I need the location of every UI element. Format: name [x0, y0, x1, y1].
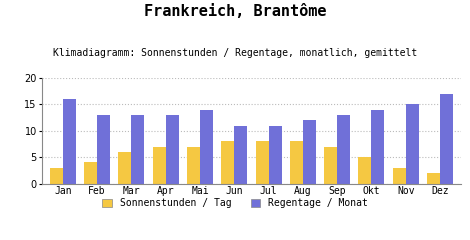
Text: Klimadiagramm: Sonnenstunden / Regentage, monatlich, gemittelt: Klimadiagramm: Sonnenstunden / Regentage… [53, 48, 417, 58]
Bar [84, 162, 97, 184]
Bar [50, 168, 63, 184]
Bar [200, 110, 213, 184]
Bar [371, 110, 384, 184]
Bar [97, 115, 110, 184]
Bar [337, 115, 350, 184]
Legend: Sonnenstunden / Tag, Regentage / Monat: Sonnenstunden / Tag, Regentage / Monat [98, 195, 372, 212]
Bar [235, 126, 247, 184]
Text: Copyright (C) 2010 sonnenlaender.de: Copyright (C) 2010 sonnenlaender.de [141, 225, 329, 234]
Bar [440, 94, 453, 184]
Bar [153, 147, 166, 184]
Bar [406, 104, 419, 184]
Bar [187, 147, 200, 184]
Bar [303, 120, 316, 184]
Bar [63, 99, 76, 184]
Bar [132, 115, 144, 184]
Bar [393, 168, 406, 184]
Bar [256, 141, 268, 184]
Bar [290, 141, 303, 184]
Text: Frankreich, Brantôme: Frankreich, Brantôme [144, 4, 326, 19]
Bar [268, 126, 282, 184]
Bar [221, 141, 235, 184]
Bar [359, 157, 371, 184]
Bar [324, 147, 337, 184]
Bar [118, 152, 132, 184]
Bar [166, 115, 179, 184]
Bar [427, 173, 440, 184]
